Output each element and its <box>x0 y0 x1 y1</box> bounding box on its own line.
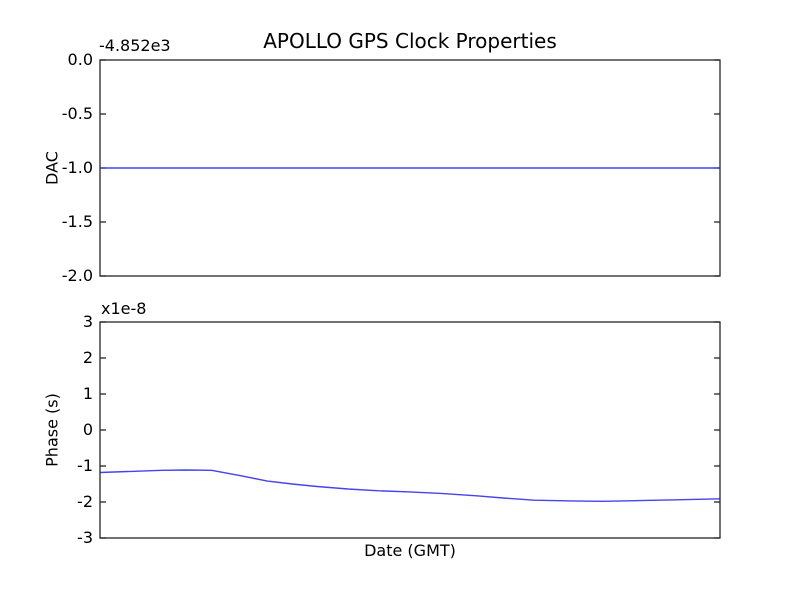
y-tick-label: -1.0 <box>61 158 93 177</box>
plot-border <box>99 321 721 539</box>
y-tick-label: -3 <box>77 528 93 547</box>
y-tick-label: 3 <box>82 312 93 331</box>
y-tick-label: 0 <box>82 420 93 439</box>
phase-line <box>99 469 721 502</box>
y-tick-label: 1 <box>82 384 93 403</box>
date-axis-label: Date (GMT) <box>364 541 456 560</box>
figure-title: APOLLO GPS Clock Properties <box>263 29 557 53</box>
dac-offset-text: -4.852e3 <box>99 36 171 55</box>
y-tick-label: 2 <box>82 348 93 367</box>
y-tick-label: -2 <box>77 492 93 511</box>
y-tick-label: 0.0 <box>67 50 93 69</box>
y-tick-label: -1 <box>77 456 93 475</box>
y-tick-label: -2.0 <box>61 266 93 285</box>
plot-border <box>99 59 721 277</box>
phase-multiplier-text: x1e-8 <box>101 299 147 318</box>
y-tick-label: -1.5 <box>61 212 93 231</box>
y-tick-label: -0.5 <box>61 104 93 123</box>
